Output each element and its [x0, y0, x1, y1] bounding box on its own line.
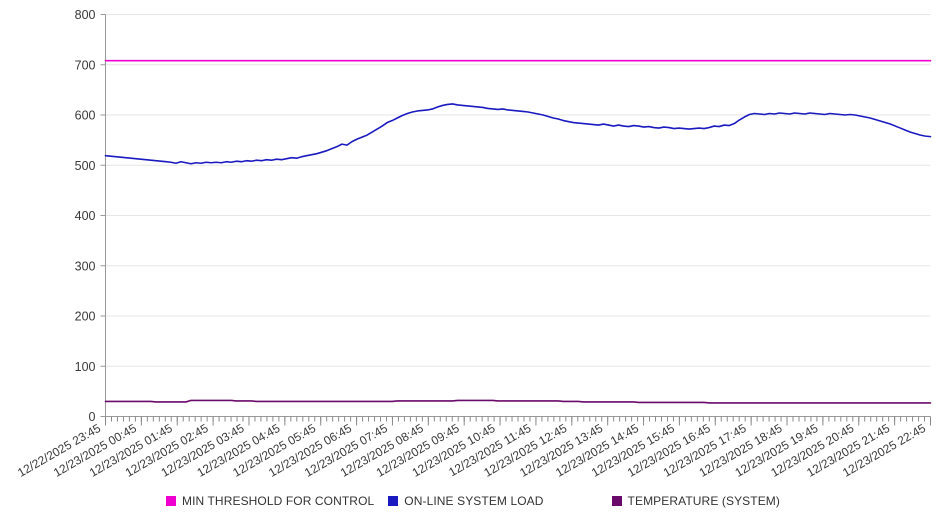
legend-item-min-threshold-for-control[interactable]: MIN THRESHOLD FOR CONTROL	[165, 494, 375, 508]
legend-swatch-icon	[388, 496, 399, 506]
legend-swatch-icon	[611, 496, 622, 506]
gridlines	[105, 14, 931, 367]
y-tick-label: 700	[75, 58, 96, 72]
y-tick-label: 400	[75, 209, 96, 223]
series-line	[104, 103, 932, 165]
legend-label: TEMPERATURE (SYSTEM)	[627, 494, 780, 508]
legend-label: ON-LINE SYSTEM LOAD	[404, 494, 544, 508]
y-tick-label: 500	[75, 159, 96, 173]
series-line	[104, 399, 932, 404]
x-axis	[105, 416, 931, 426]
y-tick-label: 600	[75, 109, 96, 123]
y-tick-label: 300	[75, 259, 96, 273]
y-tick-label: 0	[89, 410, 96, 424]
legend-swatch-icon	[165, 496, 176, 506]
legend-item-on-line-system-load[interactable]: ON-LINE SYSTEM LOAD	[388, 494, 543, 508]
y-axis: 0 100 200 300 400 500 600 700 800	[75, 8, 106, 424]
y-tick-label: 200	[75, 310, 96, 324]
series-lines	[104, 59, 932, 404]
legend-label: MIN THRESHOLD FOR CONTROL	[181, 494, 375, 508]
y-tick-label: 100	[75, 360, 96, 374]
y-tick-label: 800	[75, 8, 96, 22]
chart-legend: MIN THRESHOLD FOR CONTROL ON-LINE SYSTEM…	[0, 494, 946, 508]
legend-item-temperature-system[interactable]: TEMPERATURE (SYSTEM)	[611, 494, 780, 508]
